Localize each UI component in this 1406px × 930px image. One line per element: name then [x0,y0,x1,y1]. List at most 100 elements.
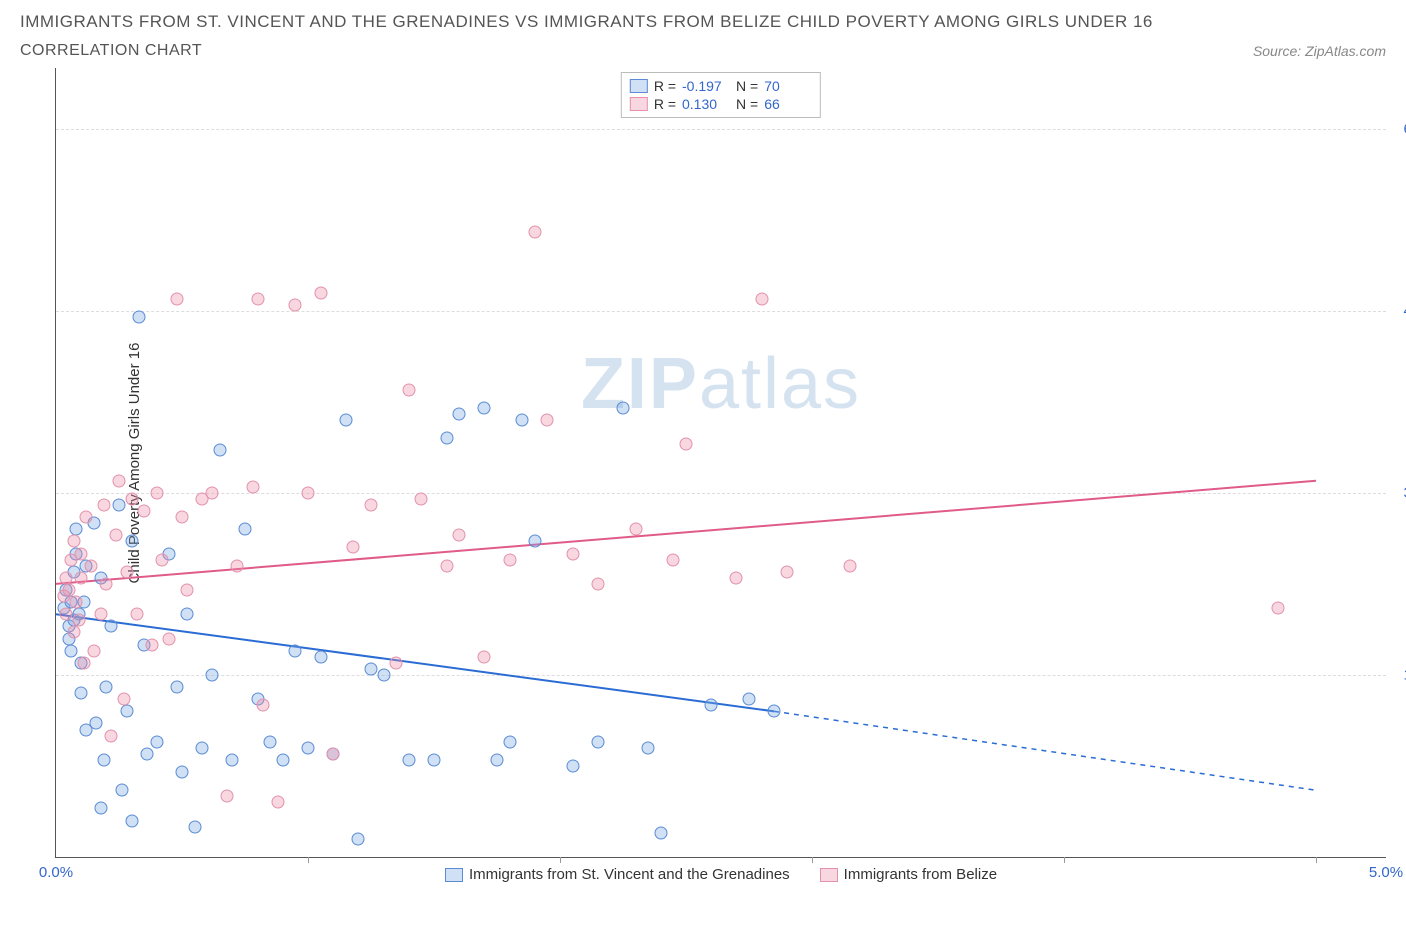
data-point [188,820,201,833]
data-point [680,438,693,451]
data-point [70,523,83,536]
legend-label: R = [654,78,676,94]
legend-swatch-icon [630,97,648,111]
data-point [365,499,378,512]
data-point [113,499,126,512]
data-point [289,298,302,311]
data-point [163,632,176,645]
data-point [246,480,259,493]
data-point [390,656,403,669]
legend-n-value: 66 [764,96,812,112]
data-point [75,547,88,560]
legend-swatch-icon [445,868,463,882]
data-point [705,699,718,712]
data-point [77,656,90,669]
data-point [125,814,138,827]
legend-n-value: 70 [764,78,812,94]
data-point [352,832,365,845]
data-point [755,292,768,305]
header: IMMIGRANTS FROM ST. VINCENT AND THE GREN… [0,0,1406,60]
legend-series-item: Immigrants from Belize [820,866,997,883]
data-point [206,668,219,681]
data-point [347,541,360,554]
data-point [138,505,151,518]
data-point [130,608,143,621]
data-point [302,486,315,499]
data-point [221,790,234,803]
data-point [528,225,541,238]
data-point [75,571,88,584]
data-point [110,529,123,542]
x-tick [308,857,309,863]
data-point [251,292,264,305]
data-point [503,553,516,566]
data-point [453,407,466,420]
data-point [226,753,239,766]
legend-series-label: Immigrants from St. Vincent and the Gren… [469,866,790,883]
legend-label: R = [654,96,676,112]
data-point [743,693,756,706]
data-point [327,747,340,760]
data-point [150,735,163,748]
data-point [591,735,604,748]
data-point [170,292,183,305]
chart-title: IMMIGRANTS FROM ST. VINCENT AND THE GREN… [20,12,1386,32]
data-point [75,687,88,700]
legend-r-value: -0.197 [682,78,730,94]
data-point [170,681,183,694]
data-point [339,414,352,427]
data-point [145,638,158,651]
data-point [402,753,415,766]
data-point [256,699,269,712]
data-point [118,693,131,706]
legend-row: R = 0.130 N = 66 [630,95,812,113]
data-point [213,444,226,457]
data-point [62,583,75,596]
data-point [125,492,138,505]
data-point [566,759,579,772]
data-point [70,596,83,609]
data-point [654,826,667,839]
series-legend: Immigrants from St. Vincent and the Gren… [56,866,1386,883]
legend-r-value: 0.130 [682,96,730,112]
x-min-label: 0.0% [39,864,73,881]
x-tick [560,857,561,863]
data-point [80,511,93,524]
data-point [85,559,98,572]
data-point [105,620,118,633]
data-point [155,553,168,566]
data-point [97,753,110,766]
data-point [115,784,128,797]
data-point [478,401,491,414]
data-point [289,644,302,657]
data-point [100,681,113,694]
data-point [377,668,390,681]
chart-plot-area: Child Poverty Among Girls Under 16 ZIPat… [55,68,1386,858]
data-point [591,577,604,590]
data-point [87,644,100,657]
x-tick [1316,857,1317,863]
chart-subtitle: CORRELATION CHART [20,42,202,60]
data-point [60,571,73,584]
legend-label: N = [736,78,758,94]
data-point [528,535,541,548]
correlation-legend: R = -0.197 N = 70 R = 0.130 N = 66 [621,72,821,118]
data-point [95,802,108,815]
data-point [196,741,209,754]
x-tick [812,857,813,863]
data-point [150,486,163,499]
data-point [516,414,529,427]
data-point [453,529,466,542]
data-point [181,583,194,596]
legend-swatch-icon [630,79,648,93]
scatter-points-layer [56,68,1386,857]
data-point [503,735,516,748]
data-point [231,559,244,572]
data-point [264,735,277,748]
data-point [125,535,138,548]
data-point [276,753,289,766]
data-point [120,565,133,578]
legend-label: N = [736,96,758,112]
data-point [428,753,441,766]
data-point [730,571,743,584]
